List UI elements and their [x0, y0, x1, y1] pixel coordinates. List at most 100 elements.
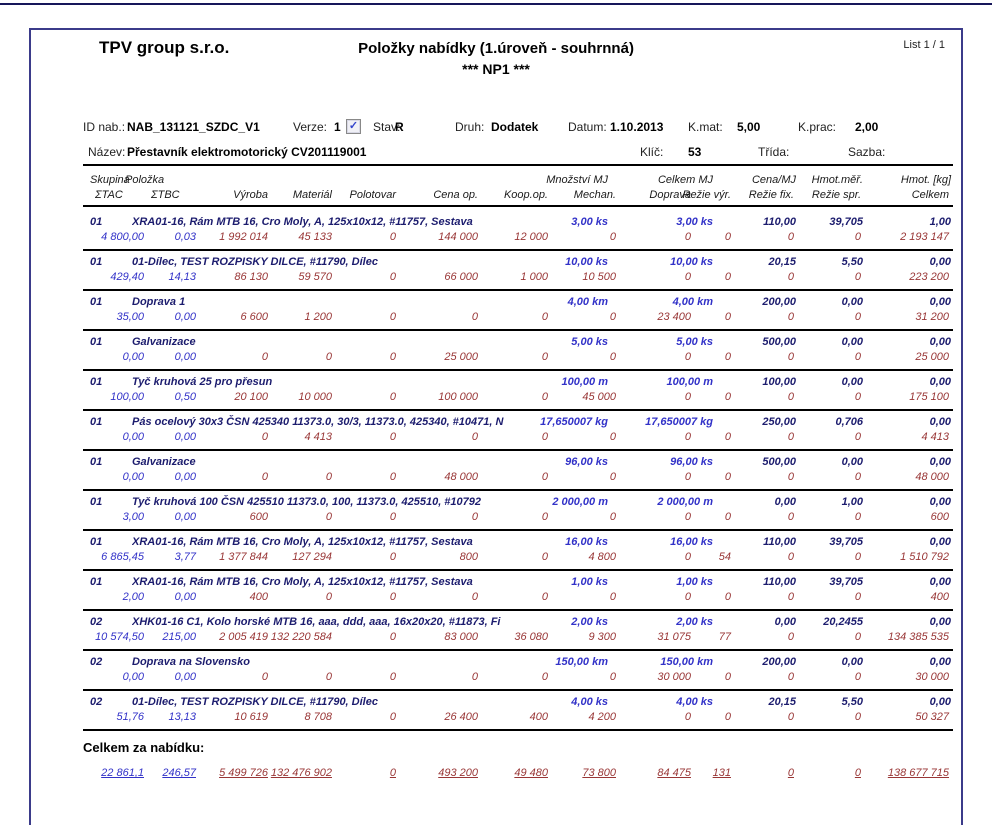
item-value: 600: [930, 511, 949, 523]
item-hmot-mer: 39,705: [829, 576, 863, 588]
item-value: 800: [459, 551, 478, 563]
total-value[interactable]: 22 861,1: [101, 767, 144, 779]
item-value: 1 992 014: [219, 231, 268, 243]
item-hmot-mer: 0,706: [835, 416, 863, 428]
item-value: 50 327: [915, 711, 949, 723]
item-cena-mj: 100,00: [762, 376, 796, 388]
item-value: 0,50: [174, 391, 196, 403]
item-value: 10 574,50: [95, 631, 144, 643]
item-value: 600: [249, 511, 268, 523]
item-value: 0: [325, 671, 332, 683]
item-row: 01 01-Dílec, TEST ROZPISKY DILCE, #11790…: [83, 251, 953, 291]
item-value: 0: [854, 351, 861, 363]
item-celkem: 2 000,00 m: [657, 496, 713, 508]
total-value[interactable]: 49 480: [514, 767, 548, 779]
item-cena-mj: 0,00: [774, 616, 796, 628]
item-value: 0: [541, 591, 548, 603]
item-value: 134 385 535: [887, 631, 949, 643]
item-value: 0: [854, 391, 861, 403]
item-value: 0: [261, 431, 268, 443]
item-value: 0: [724, 431, 731, 443]
item-row: 02 01-Dílec, TEST ROZPISKY DILCE, #11790…: [83, 691, 953, 731]
item-hmot-kg: 0,00: [929, 496, 951, 508]
verze-checkbox[interactable]: ✓: [346, 119, 361, 134]
item-value: 3,77: [174, 551, 196, 563]
item-row: 01 XRA01-16, Rám MTB 16, Cro Moly, A, 12…: [83, 211, 953, 251]
item-value: 2 005 419: [219, 631, 268, 643]
item-description: XRA01-16, Rám MTB 16, Cro Moly, A, 125x1…: [132, 216, 473, 228]
item-value: 12 000: [514, 231, 548, 243]
col-header: ΣTAC: [95, 189, 123, 201]
item-skupina: 01: [90, 376, 103, 388]
item-value: 0: [787, 711, 794, 723]
item-value: 4 800: [588, 551, 616, 563]
company-name: TPV group s.r.o.: [99, 38, 230, 57]
item-value: 0: [854, 431, 861, 443]
item-value: 0: [684, 551, 691, 563]
item-description: 01-Dílec, TEST ROZPISKY DILCE, #11790, D…: [132, 256, 378, 268]
item-value: 175 100: [909, 391, 949, 403]
item-value: 0: [389, 231, 396, 243]
item-hmot-kg: 0,00: [929, 336, 951, 348]
item-value: 0: [787, 671, 794, 683]
item-value: 0: [724, 471, 731, 483]
item-hmot-kg: 0,00: [929, 576, 951, 588]
item-row: 01 XRA01-16, Rám MTB 16, Cro Moly, A, 12…: [83, 531, 953, 571]
item-hmot-kg: 0,00: [929, 296, 951, 308]
item-celkem: 2,00 ks: [676, 616, 713, 628]
item-hmot-mer: 0,00: [841, 456, 863, 468]
item-value: 0: [389, 271, 396, 283]
item-hmot-kg: 0,00: [929, 656, 951, 668]
total-value[interactable]: 0: [787, 767, 794, 779]
col-header: Výroba: [233, 189, 268, 201]
item-value: 0: [325, 511, 332, 523]
item-description: Tyč kruhová 100 ČSN 425510 11373.0, 100,…: [132, 496, 482, 508]
item-value: 0: [541, 351, 548, 363]
total-value[interactable]: 132 476 902: [270, 767, 332, 779]
stav-value: R: [395, 120, 404, 134]
item-value: 0,00: [174, 311, 196, 323]
total-value[interactable]: 5 499 726: [219, 767, 268, 779]
item-description: Galvanizace: [132, 336, 196, 348]
total-value[interactable]: 84 475: [657, 767, 691, 779]
item-value: 0: [609, 231, 616, 243]
item-value: 6 865,45: [101, 551, 144, 563]
item-value: 0: [684, 231, 691, 243]
item-value: 0: [724, 391, 731, 403]
item-hmot-kg: 1,00: [929, 216, 951, 228]
item-value: 45 000: [582, 391, 616, 403]
klic-label: Klíč:: [640, 145, 664, 159]
item-value: 4 413: [304, 431, 332, 443]
item-value: 0: [684, 431, 691, 443]
item-value: 127 294: [292, 551, 332, 563]
total-value[interactable]: 493 200: [438, 767, 478, 779]
item-row: 01 Galvanizace 5,00 ks 5,00 ks 500,00 0,…: [83, 331, 953, 371]
item-mnozstvi: 1,00 ks: [571, 576, 608, 588]
col-header-mnozstvi-mj: Množství MJ: [546, 174, 608, 186]
total-value[interactable]: 246,57: [162, 767, 196, 779]
item-cena-mj: 110,00: [763, 576, 796, 588]
item-value: 0: [389, 711, 396, 723]
total-value[interactable]: 0: [389, 767, 396, 779]
item-value: 0: [684, 591, 691, 603]
druh-value: Dodatek: [491, 120, 539, 134]
total-value[interactable]: 138 677 715: [887, 767, 949, 779]
item-celkem: 17,650007 kg: [645, 416, 713, 428]
item-value: 429,40: [110, 271, 144, 283]
item-value: 0: [609, 471, 616, 483]
col-header: Celkem: [911, 189, 949, 201]
total-value[interactable]: 0: [854, 767, 861, 779]
item-value: 0: [609, 591, 616, 603]
total-value[interactable]: 73 800: [582, 767, 616, 779]
item-value: 0: [389, 311, 396, 323]
total-value[interactable]: 131: [712, 767, 731, 779]
item-value: 0,00: [174, 431, 196, 443]
item-celkem: 1,00 ks: [676, 576, 713, 588]
item-skupina: 02: [90, 616, 103, 628]
item-mnozstvi: 100,00 m: [561, 376, 608, 388]
item-value: 10 619: [234, 711, 268, 723]
kmat-label: K.mat:: [688, 120, 723, 134]
item-mnozstvi: 17,650007 kg: [540, 416, 608, 428]
item-value: 14,13: [168, 271, 196, 283]
item-skupina: 01: [90, 296, 103, 308]
